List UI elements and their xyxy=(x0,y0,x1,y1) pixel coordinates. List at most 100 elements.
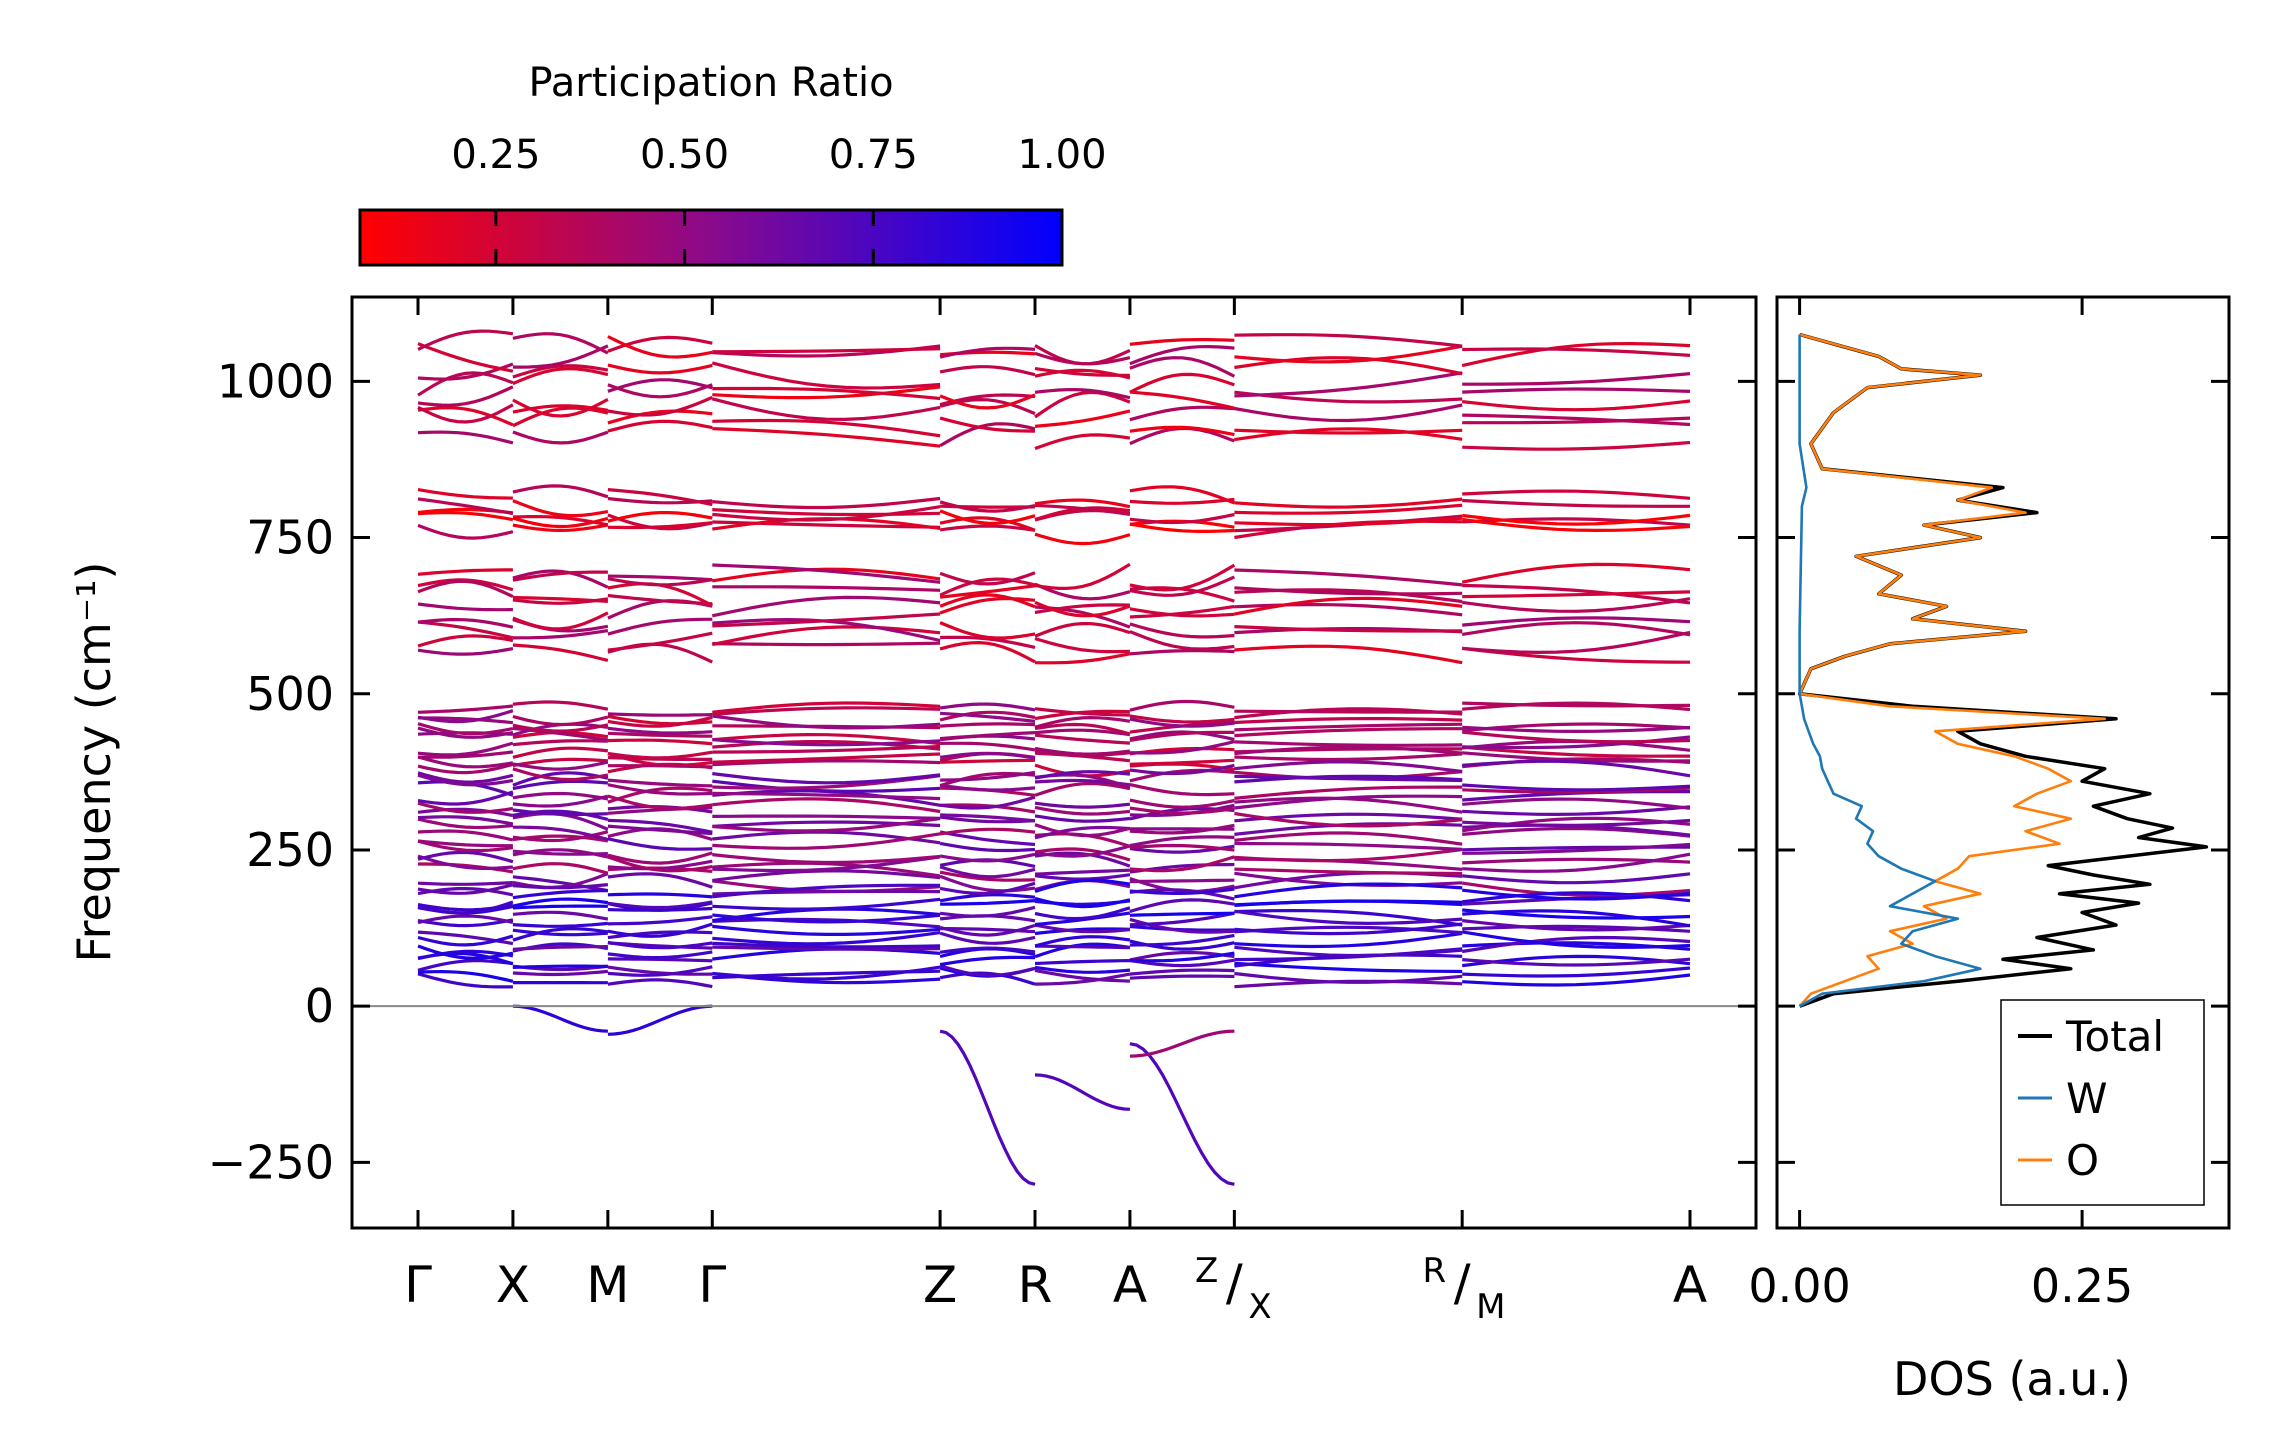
band-line xyxy=(712,508,941,517)
band-line xyxy=(1034,825,1131,840)
band-line xyxy=(607,513,713,531)
band-line xyxy=(1129,405,1235,422)
band-line xyxy=(512,791,609,801)
band-line xyxy=(1234,961,1463,974)
band-line xyxy=(1462,745,1690,758)
kpoint-label: A xyxy=(1113,1256,1147,1314)
band-line xyxy=(1462,399,1691,412)
band-line xyxy=(417,488,513,500)
legend-label-w: W xyxy=(2066,1074,2108,1123)
band-line xyxy=(1034,965,1131,974)
band-line xyxy=(417,755,514,769)
band-line xyxy=(607,593,713,606)
colorbar-tick-label: 0.25 xyxy=(451,132,540,178)
band-line xyxy=(939,596,1036,615)
band-axes-frame xyxy=(350,295,1758,1230)
dos-tick-label: 0.25 xyxy=(2031,1259,2133,1313)
band-line xyxy=(939,955,1036,967)
frequency-tick-label: 500 xyxy=(246,667,334,721)
band-line xyxy=(417,887,514,897)
band-line xyxy=(1234,428,1463,435)
band-line xyxy=(607,715,713,728)
band-line xyxy=(1234,847,1463,863)
band-line xyxy=(1462,783,1691,792)
band-line xyxy=(417,602,513,612)
band-line xyxy=(607,965,713,977)
band-line xyxy=(512,597,609,605)
band-line xyxy=(512,367,609,386)
band-line xyxy=(1234,722,1463,732)
band-line xyxy=(607,794,713,810)
band-line xyxy=(712,814,941,820)
band-line xyxy=(1462,842,1691,855)
colorbar-gradient xyxy=(358,208,1064,267)
band-line xyxy=(417,949,514,961)
band-line xyxy=(1462,630,1691,655)
band-line xyxy=(607,872,713,889)
band-line xyxy=(1461,881,1691,898)
dos-line-total xyxy=(1797,332,2209,1008)
band-line xyxy=(1034,652,1131,665)
band-line xyxy=(712,883,941,899)
band-line xyxy=(417,801,514,814)
band-line xyxy=(711,361,941,390)
band-line xyxy=(1462,872,1691,885)
band-line xyxy=(417,972,513,989)
band-line xyxy=(1129,425,1235,437)
band-line xyxy=(939,702,1036,712)
band-line xyxy=(512,945,608,951)
band-line xyxy=(1461,597,1691,613)
frequency-ticks: −250 0 250 500 750 1000 xyxy=(208,354,1756,1189)
band-line xyxy=(1234,794,1463,810)
band-line xyxy=(1034,582,1131,601)
band-line xyxy=(1462,513,1691,526)
band-line xyxy=(512,927,609,942)
band-line xyxy=(1234,371,1463,398)
kpoint-label: R xyxy=(1018,1256,1053,1314)
legend-label-o: O xyxy=(2066,1136,2099,1185)
band-line xyxy=(712,744,941,754)
band-line xyxy=(1462,701,1691,708)
colorbar-tick-label: 0.50 xyxy=(640,132,729,178)
band-line xyxy=(1034,409,1131,428)
legend-label-total: Total xyxy=(2065,1012,2164,1061)
band-line xyxy=(712,913,941,924)
band-line xyxy=(512,484,609,499)
band-line xyxy=(417,385,514,407)
band-line xyxy=(417,918,514,928)
band-line xyxy=(417,371,514,397)
band-line xyxy=(1034,868,1130,876)
band-line xyxy=(1034,873,1131,881)
dos-line-o xyxy=(1798,333,2106,1008)
band-line xyxy=(607,940,713,950)
band-line xyxy=(940,927,1036,934)
band-line xyxy=(512,611,609,631)
band-line xyxy=(1129,390,1235,410)
band-line xyxy=(1034,972,1131,986)
band-line xyxy=(1462,387,1691,394)
band-line xyxy=(1129,649,1235,656)
band-line xyxy=(512,897,609,908)
band-line xyxy=(712,759,941,767)
band-line xyxy=(1234,727,1463,738)
band-line xyxy=(712,701,941,714)
band-line xyxy=(1234,867,1463,876)
band-line xyxy=(1462,730,1691,744)
frequency-tick-label: 0 xyxy=(305,979,334,1033)
band-line xyxy=(712,714,941,730)
band-line xyxy=(1034,715,1131,729)
band-line xyxy=(939,783,1036,792)
band-line xyxy=(712,386,941,401)
band-line xyxy=(1034,622,1131,638)
kpoint-label-upper: Z xyxy=(1195,1251,1218,1291)
band-line xyxy=(712,941,941,949)
band-line xyxy=(1034,387,1131,400)
band-line xyxy=(712,385,941,400)
band-line xyxy=(607,383,713,399)
band-line xyxy=(607,786,713,804)
band-line xyxy=(417,839,513,848)
band-line xyxy=(1234,831,1463,846)
band-line xyxy=(512,889,608,900)
band-line xyxy=(1034,707,1130,717)
